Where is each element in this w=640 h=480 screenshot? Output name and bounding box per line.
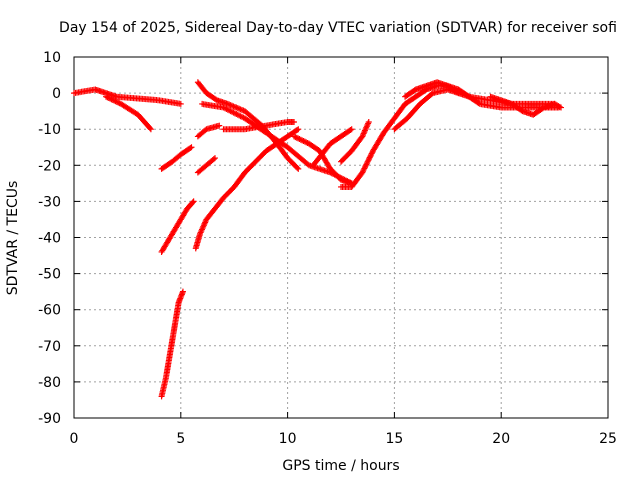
data-point xyxy=(105,95,112,102)
data-point xyxy=(211,155,218,162)
data-point xyxy=(362,162,369,169)
data-point xyxy=(112,98,119,105)
data-point xyxy=(363,161,370,168)
data-point xyxy=(360,168,367,175)
data-point xyxy=(303,139,310,146)
series-arc-collapse-2 xyxy=(158,198,197,255)
data-point xyxy=(366,154,373,161)
data-point xyxy=(556,103,563,110)
x-axis-label: GPS time / hours xyxy=(282,458,399,474)
y-tick-label: -10 xyxy=(38,122,61,138)
data-point xyxy=(295,135,302,142)
data-point xyxy=(291,118,298,125)
data-point xyxy=(210,156,217,163)
series-arc-early-dip xyxy=(103,93,154,133)
data-point xyxy=(187,145,194,152)
data-point xyxy=(294,127,301,134)
data-point xyxy=(179,288,186,295)
x-tick-label: 5 xyxy=(176,431,185,447)
data-point xyxy=(109,96,116,103)
series-arc-rise-4 xyxy=(194,122,223,140)
data-point xyxy=(365,118,372,125)
data-point xyxy=(107,95,114,102)
data-point xyxy=(347,127,354,134)
series-arc-rise-2 xyxy=(192,126,302,252)
y-tick-label: -30 xyxy=(38,194,61,210)
x-tick-label: 15 xyxy=(385,431,403,447)
data-point xyxy=(294,164,301,171)
data-point xyxy=(147,126,154,133)
series-arc-mid-2 xyxy=(220,118,298,133)
series-arc-rise-3 xyxy=(194,155,218,176)
data-point xyxy=(113,98,120,105)
data-point xyxy=(360,166,367,173)
data-point xyxy=(177,100,184,107)
y-tick-label: 10 xyxy=(43,50,61,66)
data-point xyxy=(216,122,223,129)
series-arc-late-2 xyxy=(402,79,558,107)
series-arc-morning-top xyxy=(71,86,184,107)
series-arc-evening xyxy=(487,93,565,118)
data-point xyxy=(295,126,302,133)
data-point xyxy=(291,133,298,140)
data-point xyxy=(104,94,111,101)
data-point xyxy=(366,155,373,162)
y-tick-label: 0 xyxy=(52,86,61,102)
data-point xyxy=(368,150,375,157)
y-tick-label: -60 xyxy=(38,303,61,319)
data-point xyxy=(368,151,375,158)
data-point xyxy=(297,136,304,143)
data-point xyxy=(103,93,110,100)
y-axis-label: SDTVAR / TECUs xyxy=(5,181,21,296)
y-tick-label: -80 xyxy=(38,375,61,391)
y-tick-label: -90 xyxy=(38,411,61,427)
series-arc-mid-3 xyxy=(291,133,355,187)
data-point xyxy=(292,134,299,141)
data-point xyxy=(428,91,435,98)
data-point xyxy=(300,138,307,145)
data-point xyxy=(367,153,374,160)
data-point xyxy=(365,157,372,164)
chart-title: Day 154 of 2025, Sidereal Day-to-day VTE… xyxy=(59,20,617,36)
data-point xyxy=(558,104,565,111)
data-marks xyxy=(71,79,565,400)
x-tick-label: 10 xyxy=(279,431,297,447)
data-point xyxy=(296,136,303,143)
data-point xyxy=(299,137,306,144)
y-tick-label: -50 xyxy=(38,267,61,283)
series-arc-mid-5 xyxy=(338,118,372,165)
x-tick-label: 25 xyxy=(599,431,617,447)
data-point xyxy=(189,199,196,206)
y-tick-label: -70 xyxy=(38,339,61,355)
data-point xyxy=(293,134,300,141)
data-point xyxy=(111,97,118,104)
data-point xyxy=(348,126,355,133)
axis-ticks: 0 5 10 15 20 25 10 0 -10 -20 -30 -40 -50 -60 -70 -80 -90 xyxy=(38,50,617,447)
data-point xyxy=(188,144,195,151)
x-tick-label: 0 xyxy=(70,431,79,447)
data-point xyxy=(190,198,197,205)
y-tick-label: -20 xyxy=(38,158,61,174)
data-point xyxy=(364,160,371,167)
data-point xyxy=(108,96,115,103)
x-tick-label: 20 xyxy=(492,431,510,447)
data-point xyxy=(115,99,122,106)
series-arc-recovery xyxy=(338,82,562,190)
data-point xyxy=(362,164,369,171)
data-point xyxy=(301,138,308,145)
data-point xyxy=(295,165,302,172)
y-tick-label: -40 xyxy=(38,231,61,247)
series-arc-mid-4 xyxy=(310,126,355,169)
series-arc-rise-1 xyxy=(158,144,195,172)
data-point xyxy=(364,158,371,165)
series-arc-collapse-1 xyxy=(158,288,186,400)
data-point xyxy=(361,165,368,172)
data-point xyxy=(359,169,366,176)
data-point xyxy=(146,125,153,132)
